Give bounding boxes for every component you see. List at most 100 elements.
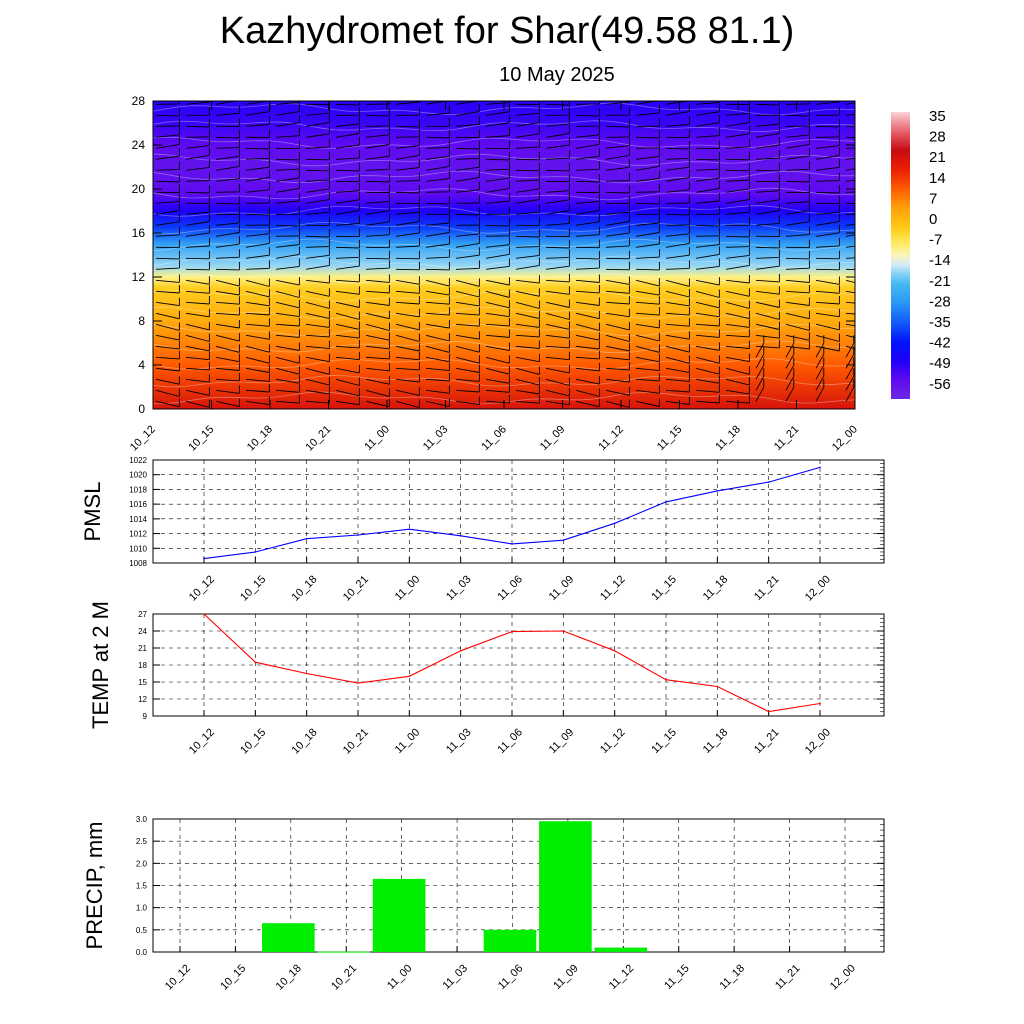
heatmap-y-label: 20	[132, 182, 146, 196]
series-line	[203, 466, 821, 560]
contour-lines	[153, 102, 855, 405]
data-point	[613, 650, 616, 652]
y-tick-label: 9	[143, 712, 148, 721]
x-tick-label: 12_00	[803, 573, 833, 603]
panel-frame	[152, 459, 885, 564]
data-point	[716, 490, 719, 492]
data-point	[562, 539, 565, 541]
x-tick-label: 11_00	[393, 573, 423, 603]
y-axis-label: PMSL	[80, 482, 105, 542]
heatmap-x-label: 10_18	[245, 423, 275, 453]
colorbar-label: 28	[929, 129, 946, 146]
heatmap-x-label: 12_00	[830, 423, 860, 453]
colorbar-label: -28	[929, 293, 951, 310]
y-tick-label: 3.0	[136, 815, 148, 824]
heatmap-x-label: 11_06	[479, 423, 509, 453]
x-tick-label: 11_18	[718, 962, 748, 992]
y-tick-label: 1014	[129, 515, 147, 524]
chart-title: Kazhydromet for Shar(49.58 81.1)	[219, 10, 795, 52]
x-tick-label: 11_03	[440, 962, 470, 992]
data-point	[819, 702, 821, 705]
y-tick-label: 1010	[129, 544, 147, 553]
y-tick-label: 27	[138, 610, 147, 619]
data-point	[305, 672, 308, 675]
y-tick-label: 1012	[129, 530, 147, 539]
data-point	[767, 710, 770, 713]
heatmap-x-label: 11_15	[655, 423, 685, 453]
y-tick-label: 1020	[129, 471, 147, 480]
colorbar-label: -49	[929, 355, 951, 372]
x-tick-label: 11_21	[773, 962, 803, 992]
colorbar-label: -7	[929, 232, 942, 249]
heatmap-x-label: 11_00	[362, 423, 392, 453]
data-point	[203, 557, 205, 560]
heatmap-y-label: 0	[138, 402, 145, 416]
colorbar-label: -14	[929, 252, 951, 269]
x-tick-label: 10_21	[341, 573, 371, 603]
x-tick-label: 11_09	[551, 962, 581, 992]
heatmap-x-label: 11_03	[421, 423, 451, 453]
y-tick-label: 24	[138, 627, 147, 636]
x-tick-label: 10_15	[238, 726, 268, 756]
y-tick-label: 0.5	[136, 926, 148, 935]
x-tick-label: 10_21	[341, 726, 371, 756]
x-tick-label: 11_00	[393, 726, 423, 756]
pmsl-panel: 1008 1010 1012 1014 1016 1018 1020 1022 10_12 10_…	[80, 456, 885, 604]
data-point	[357, 534, 359, 536]
y-tick-label: 15	[138, 678, 147, 687]
data-point	[459, 650, 462, 652]
x-tick-label: 11_06	[495, 573, 525, 603]
data-point	[767, 481, 770, 483]
data-point	[613, 522, 616, 525]
colorbar-strip	[891, 112, 910, 399]
x-tick-label: 11_21	[752, 573, 782, 603]
heatmap-x-label: 10_12	[128, 423, 158, 453]
x-tick-label: 11_15	[662, 962, 692, 992]
x-tick-label: 11_03	[444, 726, 474, 756]
colorbar-label: 35	[929, 108, 946, 125]
data-point	[716, 685, 719, 688]
x-tick-label: 10_18	[289, 573, 319, 603]
y-tick-label: 1008	[129, 559, 147, 568]
precip-bar	[317, 951, 370, 953]
y-tick-label: 21	[138, 644, 147, 653]
heatmap-y-label: 4	[138, 358, 145, 372]
temperature-cross-section: 10_12 10_15 10_18 10_21 11_00 11_03 11_06 11_09…	[128, 94, 860, 454]
x-tick-label: 10_18	[274, 962, 304, 992]
colorbar-label: 0	[929, 211, 937, 228]
x-tick-label: 11_15	[649, 573, 679, 603]
x-tick-label: 12_00	[803, 726, 833, 756]
heatmap-x-label: 11_12	[596, 423, 626, 453]
x-tick-label: 12_00	[828, 962, 858, 992]
y-tick-label: 0.0	[136, 948, 148, 957]
data-point	[665, 501, 667, 503]
x-tick-label: 11_03	[444, 573, 474, 603]
heatmap-x-label: 10_21	[303, 423, 333, 453]
precip-bar	[372, 878, 426, 952]
x-tick-label: 11_12	[598, 726, 628, 756]
y-tick-label: 1022	[129, 456, 147, 465]
heatmap-x-label: 11_18	[713, 423, 743, 453]
x-tick-label: 11_09	[547, 726, 577, 756]
heatmap-y-label: 16	[132, 226, 146, 240]
colorbar-label: 7	[929, 190, 937, 207]
heatmap-y-label: 24	[132, 138, 146, 152]
precip-bar	[262, 923, 315, 952]
data-point	[562, 630, 565, 632]
panel-frame	[152, 613, 885, 717]
x-tick-label: 10_12	[163, 962, 193, 992]
temp-panel: 9 12 15 18 21 24 27 10_12 10_15 10_18 10_21 11_00 11…	[88, 601, 885, 757]
precip-bar	[594, 947, 648, 952]
data-point	[459, 535, 462, 537]
chart-subtitle: 10 May 2025	[499, 64, 615, 86]
y-axis-label: TEMP at 2 M	[88, 601, 113, 729]
y-tick-label: 18	[138, 661, 147, 670]
data-point	[819, 466, 821, 469]
x-tick-label: 10_18	[289, 726, 319, 756]
colorbar-legend: 35 28 21 14 7 0 -7 -14 -21 -28 -35 -42 -49 -56	[891, 108, 951, 399]
precip-bar	[483, 929, 537, 952]
heatmap-y-label: 8	[138, 314, 145, 328]
y-tick-label: 12	[138, 695, 147, 704]
colorbar-label: 21	[929, 149, 946, 166]
